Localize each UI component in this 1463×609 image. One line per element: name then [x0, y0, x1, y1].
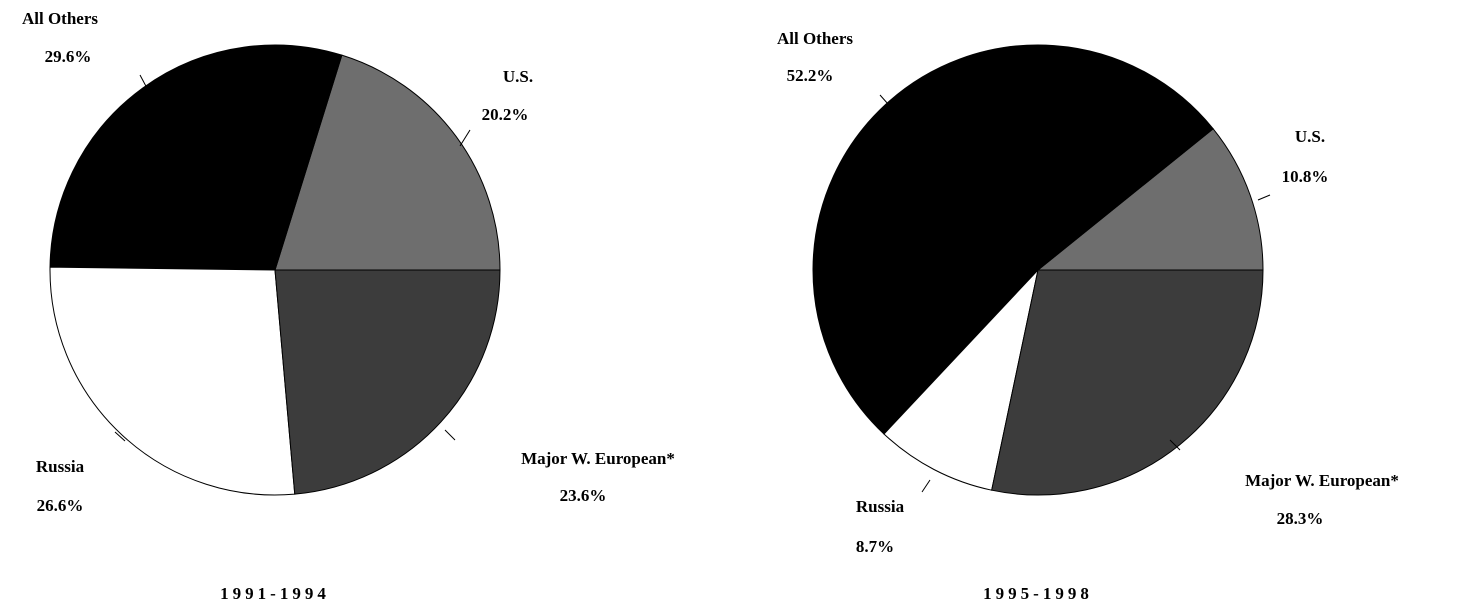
slice-label: Russia: [856, 497, 905, 516]
slice-label: All Others: [22, 9, 98, 28]
slice-label: Major W. European*: [521, 449, 675, 468]
leader-line: [139, 74, 149, 91]
pie-slice: [274, 269, 501, 495]
slice-value-label: 26.6%: [37, 496, 84, 515]
pie-slice: [1036, 128, 1264, 271]
slice-label: Major W. European*: [1245, 471, 1399, 490]
slice-value-label: 20.2%: [482, 105, 529, 124]
leader-line: [1169, 439, 1181, 451]
pie-slice: [274, 54, 501, 271]
slice-value-label: 28.3%: [1277, 509, 1324, 528]
pie-slice: [812, 44, 1214, 435]
slice-value-label: 29.6%: [45, 47, 92, 66]
leader-line: [114, 431, 126, 442]
pie-slice: [49, 44, 343, 271]
slice-label: U.S.: [1295, 127, 1325, 146]
leader-line: [459, 129, 471, 147]
slice-value-label: 8.7%: [856, 537, 894, 556]
pie-slice: [991, 269, 1264, 496]
leader-line: [1257, 194, 1271, 201]
leader-line: [444, 429, 456, 441]
pie-slice: [883, 268, 1039, 491]
leader-line: [921, 479, 931, 493]
leader-line: [879, 94, 889, 105]
chart-title: 1995-1998: [983, 584, 1093, 603]
slice-value-label: 52.2%: [787, 66, 834, 85]
slice-label: All Others: [777, 29, 853, 48]
slice-value-label: 10.8%: [1282, 167, 1329, 186]
slice-value-label: 23.6%: [560, 486, 607, 505]
chart-title: 1991-1994: [220, 584, 330, 603]
pie-slice: [49, 266, 296, 496]
slice-label: U.S.: [503, 67, 533, 86]
slice-label: Russia: [36, 457, 85, 476]
